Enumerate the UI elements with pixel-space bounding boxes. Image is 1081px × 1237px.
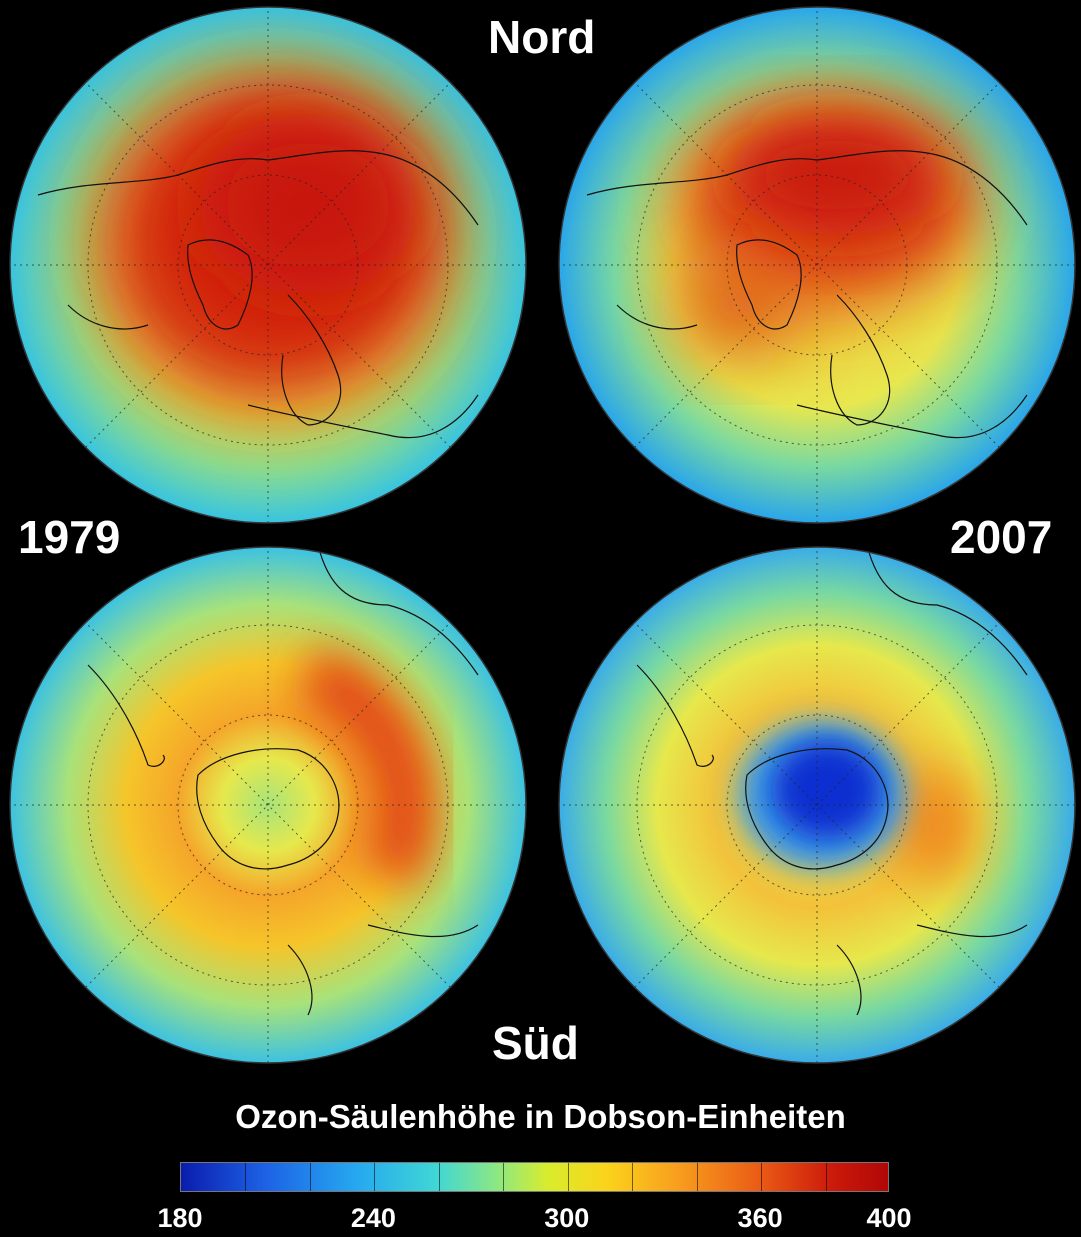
colorbar-tick-label: 400 bbox=[866, 1203, 912, 1233]
colorbar-title: Ozon-Säulenhöhe in Dobson-Einheiten bbox=[235, 1098, 846, 1135]
colorbar-tick bbox=[309, 1163, 311, 1191]
globe-north-1979 bbox=[9, 6, 527, 524]
colorbar-tick-label: 300 bbox=[544, 1203, 590, 1233]
coastlines bbox=[37, 150, 479, 439]
globe-north-2007 bbox=[558, 6, 1076, 524]
colorbar-tick bbox=[438, 1163, 440, 1191]
colorbar-tick bbox=[245, 1163, 247, 1191]
colorbar-tick bbox=[632, 1163, 634, 1191]
label-year-2007: 2007 bbox=[950, 511, 1053, 563]
label-south: Süd bbox=[492, 1017, 579, 1069]
globe-south-2007 bbox=[558, 546, 1076, 1064]
colorbar-tick-label: 240 bbox=[350, 1203, 396, 1233]
colorbar-tick bbox=[567, 1163, 569, 1191]
globe-south-1979 bbox=[9, 546, 527, 1064]
colorbar-tick bbox=[696, 1163, 698, 1191]
colorbar-tick bbox=[503, 1163, 505, 1191]
colorbar-tick-label: 180 bbox=[157, 1203, 203, 1233]
colorbar-tick-label: 360 bbox=[737, 1203, 783, 1233]
antarctica-coastline bbox=[196, 748, 340, 870]
colorbar-tick bbox=[374, 1163, 376, 1191]
colorbar-tick bbox=[761, 1163, 763, 1191]
label-year-1979: 1979 bbox=[18, 511, 121, 563]
label-north: Nord bbox=[488, 11, 596, 63]
colorbar-tick bbox=[825, 1163, 827, 1191]
colorbar bbox=[180, 1162, 889, 1192]
